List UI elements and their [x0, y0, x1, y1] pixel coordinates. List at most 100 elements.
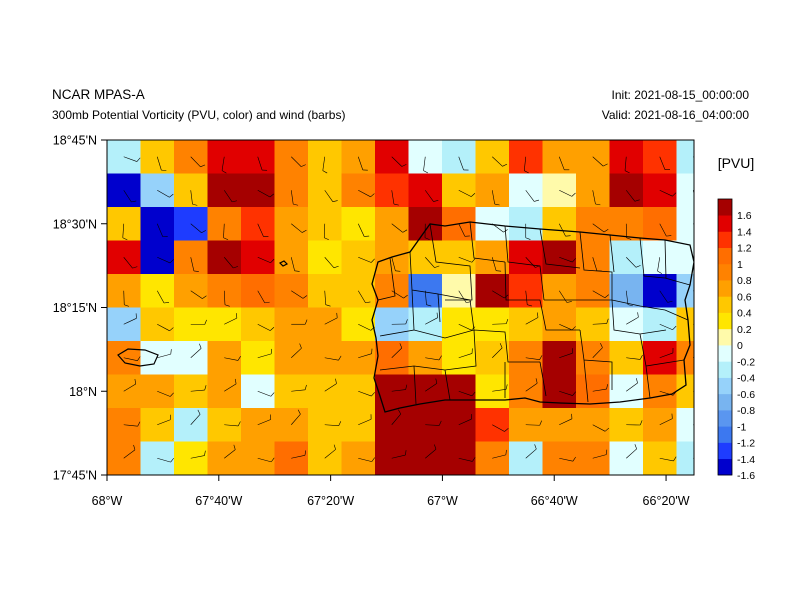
- wind-barb: [224, 444, 236, 459]
- pv-cell: [207, 441, 242, 475]
- wind-barb: [458, 256, 476, 263]
- colorbar-title: [PVU]: [718, 155, 755, 171]
- wind-barb: [423, 156, 429, 174]
- wind-barb: [391, 409, 402, 425]
- init-time-label: Init: 2021-08-15_00:00:00: [611, 88, 749, 102]
- wind-barb: [123, 156, 141, 162]
- wind-barb: [525, 190, 540, 202]
- pv-cell: [375, 408, 410, 443]
- colorbar-swatch: [718, 263, 732, 281]
- wind-barb: [257, 189, 275, 198]
- wind-barb: [391, 190, 399, 206]
- y-tick-label: 18°15'N: [53, 301, 97, 315]
- wind-barb: [626, 486, 641, 492]
- wind-barb: [257, 457, 275, 463]
- wind-barb: [626, 378, 638, 392]
- pv-cell: [475, 374, 510, 409]
- wind-barb: [592, 156, 608, 167]
- wind-barb: [324, 444, 336, 459]
- wind-barb: [424, 290, 432, 307]
- wind-barb: [458, 189, 476, 197]
- colorbar-label: -1.6: [737, 470, 755, 482]
- wind-barb: [190, 290, 207, 299]
- wind-barb: [290, 257, 300, 272]
- pv-cell: [375, 341, 410, 376]
- colorbar-label: -0.4: [737, 373, 755, 385]
- pv-cell: [576, 341, 611, 376]
- wind-barb: [391, 384, 408, 392]
- wind-barb: [659, 323, 677, 330]
- wind-barb: [123, 313, 137, 325]
- wind-barb: [492, 384, 508, 392]
- wind-barb: [190, 257, 199, 272]
- x-axis: 68°W 67°40'W 67°20'W 67°W 66°40'W 66°20'W: [92, 475, 690, 508]
- pv-cell: [676, 441, 694, 475]
- wind-barb: [626, 444, 637, 459]
- colorbar-label: 0.2: [737, 324, 752, 336]
- pv-cell: [341, 341, 376, 376]
- wind-barb: [525, 378, 538, 392]
- wind-barb: [492, 343, 503, 358]
- wind-barb: [122, 223, 128, 241]
- pv-cell: [676, 207, 694, 242]
- pv-cell: [375, 307, 410, 342]
- wind-barb: [291, 290, 308, 299]
- wind-barb: [525, 290, 533, 307]
- wind-barb: [257, 323, 275, 331]
- wind-barb: [358, 414, 372, 426]
- colorbar-label: 0.6: [737, 291, 752, 303]
- wind-barb: [425, 190, 439, 202]
- pv-cell: [341, 408, 376, 443]
- wind-barb: [693, 356, 694, 358]
- pv-cell: [676, 408, 694, 443]
- wind-barb: [324, 257, 339, 269]
- colorbar-swatch: [718, 442, 732, 460]
- pv-cell: [509, 307, 544, 342]
- wind-barb: [693, 457, 694, 459]
- wind-barb: [324, 421, 342, 427]
- wind-barb: [257, 156, 268, 171]
- pv-cell: [308, 140, 343, 175]
- wind-barb: [693, 390, 694, 392]
- wind-barb: [392, 492, 408, 498]
- municipio-boundaries: [377, 221, 691, 405]
- wind-barb: [290, 190, 299, 206]
- colorbar-swatch: [718, 312, 732, 330]
- wind-barb: [224, 356, 241, 361]
- pv-cell: [509, 441, 544, 475]
- wind-barb: [324, 312, 338, 325]
- colorbar: 1.6 1.4 1.2 1 0.8 0.6 0.4 0.2 0 -0.2 -0.4 -0.6 -0.8 -…: [717, 198, 755, 482]
- x-tick-label: 67°20'W: [307, 494, 354, 508]
- colorbar-label: 1.4: [737, 226, 752, 238]
- wind-barb: [559, 323, 576, 331]
- pv-cell: [676, 374, 694, 409]
- wind-barb: [291, 409, 301, 425]
- wind-barb: [291, 492, 307, 498]
- wind-barb: [492, 424, 509, 432]
- pv-cell: [576, 441, 611, 475]
- wind-barb: [224, 190, 238, 203]
- wind-barb: [157, 256, 174, 264]
- pv-cell: [643, 408, 678, 443]
- wind-barb: [625, 290, 633, 307]
- pv-cell: [542, 341, 577, 376]
- colorbar-swatch: [718, 458, 732, 476]
- wind-barb: [659, 156, 670, 171]
- wind-barb: [626, 312, 639, 325]
- colorbar-label: 0: [737, 340, 743, 352]
- wind-barb: [592, 343, 603, 358]
- wind-barb: [291, 223, 307, 233]
- pv-cell: [576, 475, 610, 509]
- pv-cell: [676, 173, 694, 208]
- wind-barb: [224, 487, 240, 492]
- wind-barb: [592, 318, 609, 325]
- wind-barb: [221, 156, 227, 174]
- wind-barb: [492, 318, 509, 325]
- pv-cell: [207, 140, 242, 175]
- pv-cell: [375, 475, 409, 509]
- wind-barb: [425, 444, 437, 459]
- wind-barb: [391, 223, 408, 233]
- wind-barb: [324, 378, 337, 392]
- wind-barb: [592, 449, 608, 459]
